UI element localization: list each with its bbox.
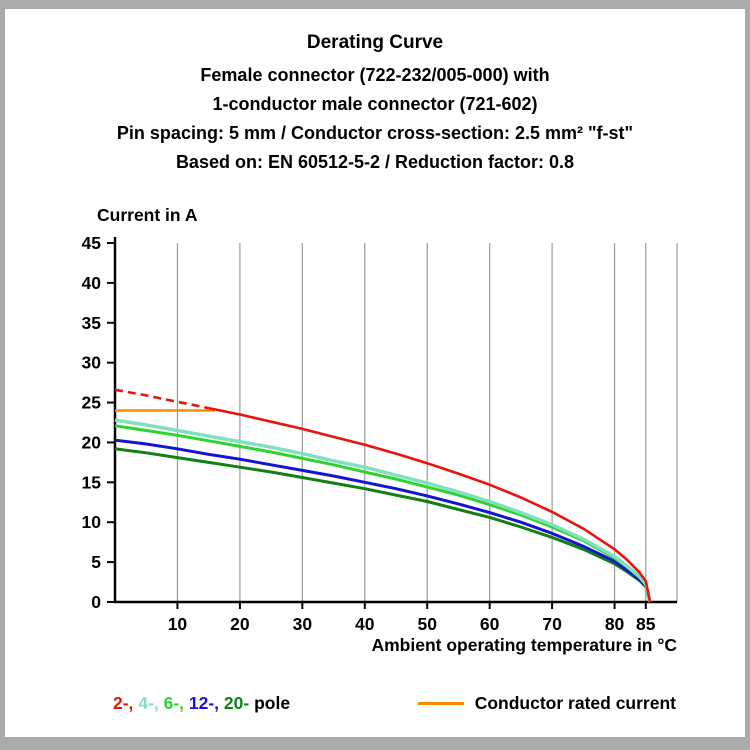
x-axis-title: Ambient operating temperature in °C xyxy=(371,635,677,655)
y-tick-label: 30 xyxy=(82,353,102,373)
x-tick-label: 10 xyxy=(168,614,188,634)
rated-current-line-swatch xyxy=(417,702,464,705)
x-tick-label: 70 xyxy=(542,614,562,634)
chart-subtitle-pin-spacing: Pin spacing: 5 mm / Conductor cross-sect… xyxy=(116,123,634,143)
chart-subtitle-connector: Female connector (722-232/005-000) with xyxy=(200,65,550,85)
chart-header: Derating Curve Female connector (722-232… xyxy=(0,31,750,177)
legend-pole-4: 4-, xyxy=(138,693,164,713)
y-tick-label: 45 xyxy=(82,233,102,253)
x-tick-label: 20 xyxy=(230,614,250,634)
curve-20-pole xyxy=(114,447,652,603)
x-tick-label: 50 xyxy=(417,614,437,634)
legend-pole-2: 2-, xyxy=(113,693,139,713)
y-tick-label: 0 xyxy=(91,592,101,612)
x-tick-label: 30 xyxy=(293,614,313,634)
y-tick-label: 20 xyxy=(82,432,102,452)
chart-subtitle-standard: Based on: EN 60512-5-2 / Reduction facto… xyxy=(175,152,575,172)
y-tick-label: 35 xyxy=(82,313,102,333)
legend-pole-20: 20- xyxy=(223,693,255,713)
chart-title: Derating Curve xyxy=(306,32,444,53)
y-tick-label: 25 xyxy=(82,393,102,413)
page-background xyxy=(5,9,745,737)
x-tick-label: 80 xyxy=(605,614,625,634)
legend: 2-, 4-, 6-, 12-, 20- pole Conductor rate… xyxy=(113,693,676,714)
x-tick-label: 60 xyxy=(480,614,500,634)
y-tick-label: 15 xyxy=(82,472,102,492)
legend-pole-12: 12-, xyxy=(188,693,224,713)
legend-rated-current: Conductor rated current xyxy=(417,693,676,714)
y-tick-label: 40 xyxy=(82,273,102,293)
curve-2-pole xyxy=(208,406,652,603)
y-axis-title: Current in A xyxy=(97,205,198,225)
legend-pole-word: pole xyxy=(254,693,291,713)
y-tick-label: 10 xyxy=(82,512,102,532)
x-tick-label: 85 xyxy=(636,614,656,634)
chart-subtitle-male-connector: 1-conductor male connector (721-602) xyxy=(212,94,538,114)
legend-pole-counts: 2-, 4-, 6-, 12-, 20- pole xyxy=(113,693,290,714)
legend-pole-6: 6-, xyxy=(163,693,189,713)
rated-current-label: Conductor rated current xyxy=(474,693,676,713)
curve-4-pole xyxy=(114,418,652,603)
curve-12-pole xyxy=(114,438,652,603)
x-tick-label: 40 xyxy=(355,614,375,634)
derating-curve-chart: 0 5 10 15 20 25 30 35 40 45 10 20 30 40 50 60 70 80 85 xyxy=(82,233,678,634)
curve-2-pole-dashed xyxy=(114,388,209,410)
y-tick-label: 5 xyxy=(91,552,101,572)
